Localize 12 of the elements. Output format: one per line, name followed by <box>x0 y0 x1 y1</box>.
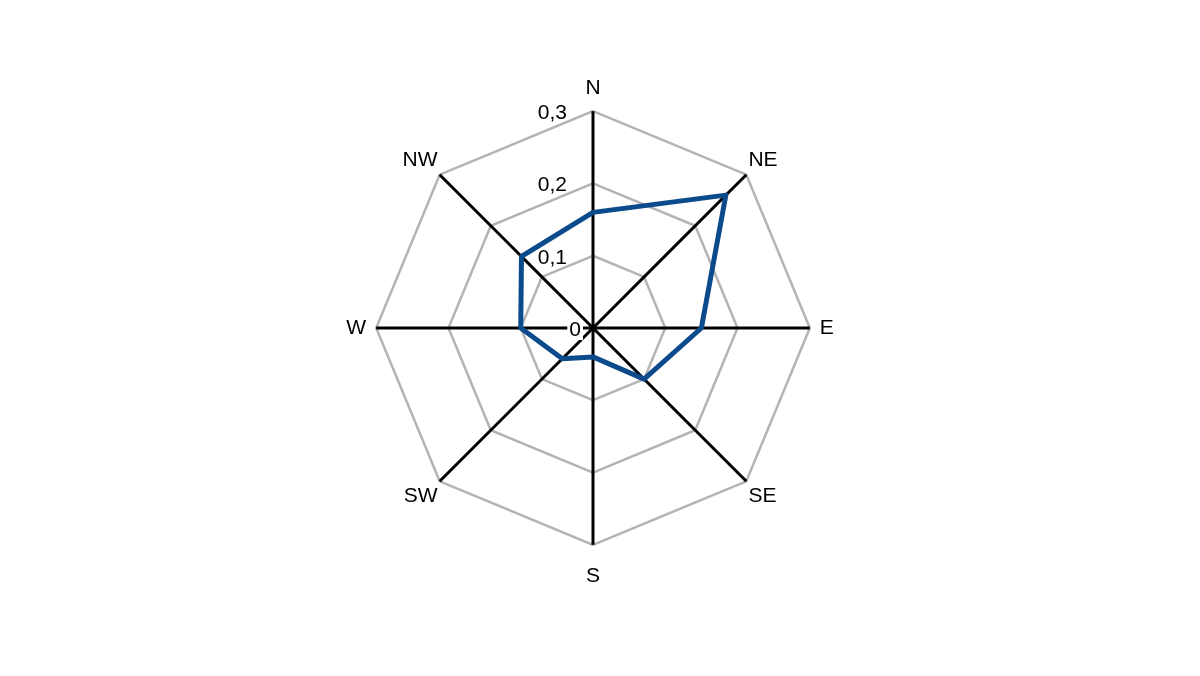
spoke-label: S <box>585 563 601 587</box>
spoke-label: SE <box>748 482 777 506</box>
spoke-label: W <box>346 314 367 338</box>
y-tick-label: 0 <box>569 316 581 340</box>
y-tick-label: 0,2 <box>537 172 567 196</box>
spoke-label: E <box>819 314 834 338</box>
spoke-label: SW <box>403 482 438 506</box>
y-tick-label: 0,3 <box>537 100 567 123</box>
spoke-label: N <box>585 75 601 99</box>
spoke-label: NW <box>402 146 438 170</box>
y-tick-label: 0,1 <box>537 244 567 268</box>
spoke-label: NE <box>748 146 778 170</box>
